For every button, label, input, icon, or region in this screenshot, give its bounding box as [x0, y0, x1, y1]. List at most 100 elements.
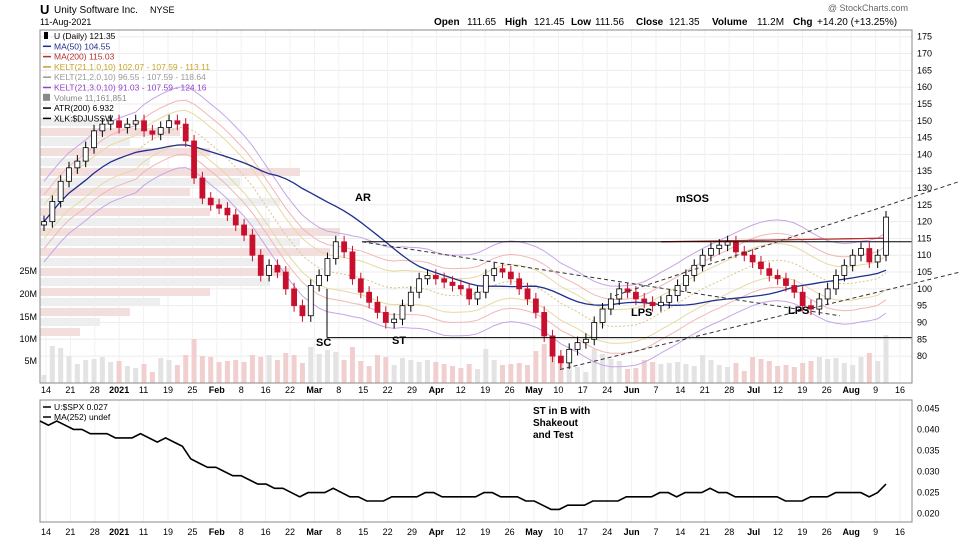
volume-bar	[516, 363, 522, 383]
relative-strength-panel: 0.020 0.025 0.030 0.035 0.040 0.045	[39, 403, 940, 519]
volume-bar	[541, 344, 547, 383]
volume-bar	[625, 369, 631, 383]
volume-bar	[866, 353, 872, 383]
y-tick-label: 140	[917, 149, 932, 159]
volume-bar	[583, 372, 589, 383]
volume-tick-label: 5M	[24, 356, 37, 366]
candle-body	[191, 140, 197, 179]
close-label: Close	[636, 17, 664, 28]
candle-body	[424, 275, 431, 280]
volume-bar	[341, 360, 347, 383]
volume-profile-bar	[40, 328, 80, 336]
candle-body	[783, 278, 789, 286]
candle-body	[299, 305, 306, 317]
candle-body	[366, 291, 373, 303]
volume-bar	[750, 357, 756, 383]
annotation-ar: AR	[355, 192, 371, 204]
volume-profile	[40, 118, 340, 336]
candle-body	[582, 338, 589, 344]
candle-body	[591, 322, 598, 340]
y-tick-label: 80	[917, 351, 927, 361]
candle-body	[166, 120, 172, 128]
legend-entry: XLK:$DJUSSW	[54, 113, 113, 123]
volume-profile-bar	[40, 258, 260, 266]
y-tick-label: 130	[917, 183, 932, 193]
volume-profile-bar	[40, 268, 290, 276]
volume-bar	[233, 360, 239, 383]
x-tick-label: 8	[239, 385, 244, 395]
volume-bar	[433, 362, 439, 383]
relative-strength-line	[39, 420, 887, 511]
lower-channel-line	[559, 271, 960, 371]
lower-y-tick-label: 0.045	[917, 403, 940, 413]
volume-bar	[416, 362, 422, 383]
candle-body	[66, 167, 72, 182]
candle-body	[157, 127, 164, 135]
volume-bar	[74, 364, 80, 383]
candle-body	[774, 275, 781, 280]
legend-entry: KELT(21,1.0,10) 102.07 - 107.59 - 113.11	[54, 62, 210, 72]
volume-profile-bar	[40, 308, 130, 316]
x-tick-label: 9	[873, 385, 878, 395]
volume-bar	[141, 364, 147, 383]
y-tick-label: 135	[917, 166, 932, 176]
x-tick-label: 22	[383, 385, 393, 395]
y-tick-label: 125	[917, 200, 932, 210]
x-tick-label: 19	[480, 385, 490, 395]
volume-bar	[475, 369, 481, 383]
legend-entry: ATR(200) 6.932	[54, 103, 114, 113]
x-tick-label: 29	[407, 385, 417, 395]
volume-bar	[191, 339, 197, 383]
x-tick-label: Apr	[429, 385, 445, 395]
candle-body	[266, 264, 272, 276]
keltner-lower	[43, 153, 887, 354]
candle-body	[766, 268, 773, 276]
volume-bar	[600, 354, 606, 383]
y-tick-label: 120	[917, 217, 932, 227]
volume-bar	[741, 371, 747, 383]
candle-body	[649, 301, 656, 307]
volume-bar	[850, 365, 856, 383]
y-tick-label: 150	[917, 116, 932, 126]
candle-body	[749, 254, 756, 263]
volume-bar	[174, 365, 180, 383]
y-tick-label: 160	[917, 82, 932, 92]
volume-bar	[775, 366, 781, 383]
x-tick-label: 17	[578, 385, 588, 395]
x-tick-label: 7	[653, 527, 658, 537]
x-tick-label: 11	[139, 527, 148, 537]
volume-bar	[116, 361, 122, 383]
volume-bar	[41, 375, 47, 383]
volume-bar	[841, 363, 847, 383]
volume-bar	[666, 363, 672, 383]
y-tick-label: 85	[917, 334, 927, 344]
volume-bar	[366, 366, 372, 383]
x-tick-label: 17	[578, 527, 588, 537]
volume-bar	[258, 357, 264, 383]
volume-bar	[783, 365, 789, 383]
x-tick-label: 10	[553, 385, 563, 395]
candle-body	[49, 201, 56, 223]
volume-bar	[91, 359, 97, 383]
volume-tick-label: 15M	[19, 312, 37, 322]
candle-body	[391, 318, 398, 323]
candle-body	[858, 248, 864, 256]
volume-bar	[525, 365, 531, 383]
candle-body	[874, 254, 881, 263]
volume-bar	[558, 363, 564, 383]
annotation-st-in-b: and Test	[533, 430, 574, 441]
candle-body	[116, 120, 122, 128]
candle-body	[307, 285, 314, 317]
y-tick-label: 115	[917, 233, 931, 243]
x-tick-label: Aug	[842, 385, 860, 395]
volume-bar	[658, 364, 664, 383]
candle-body	[449, 281, 456, 286]
volume-bar	[358, 361, 364, 383]
candle-body	[216, 204, 222, 209]
ticker-symbol: U	[40, 2, 49, 17]
y-tick-label: 170	[917, 49, 932, 59]
y-tick-label: 95	[917, 301, 927, 311]
y-tick-label: 90	[917, 317, 927, 327]
x-tick-label: 12	[456, 385, 466, 395]
y-tick-label: 175	[917, 32, 932, 42]
